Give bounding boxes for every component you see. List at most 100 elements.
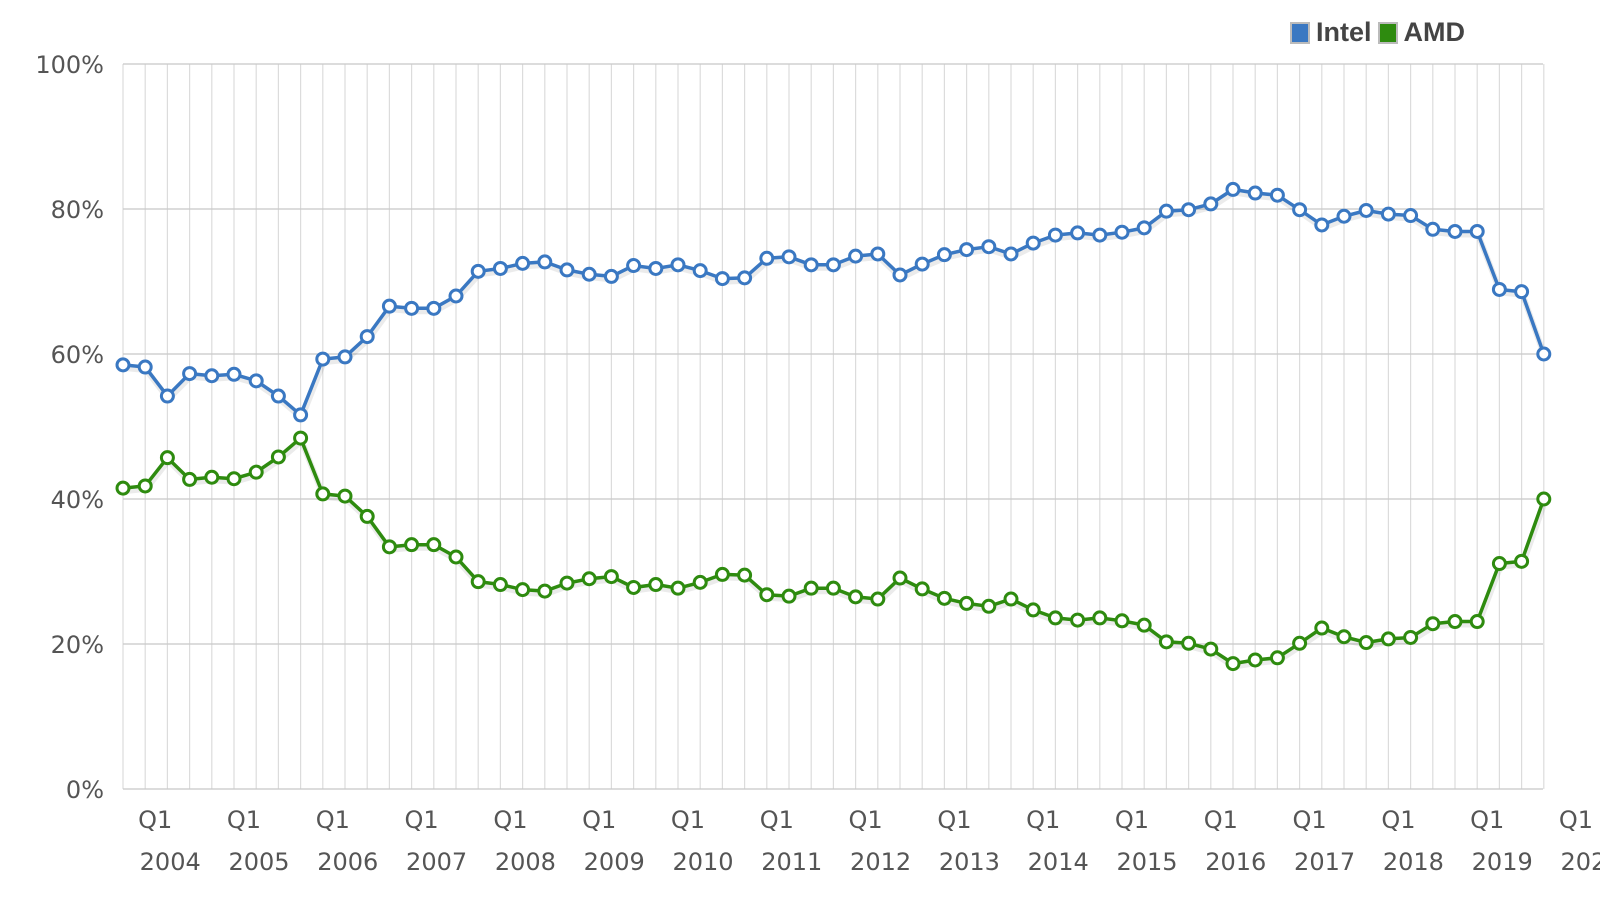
data-point-amd[interactable] bbox=[426, 537, 442, 553]
data-point-intel[interactable] bbox=[1447, 223, 1463, 239]
data-point-intel[interactable] bbox=[914, 256, 930, 272]
data-point-amd[interactable] bbox=[248, 464, 264, 480]
data-point-intel[interactable] bbox=[1403, 208, 1419, 224]
data-point-amd[interactable] bbox=[914, 581, 930, 597]
data-point-intel[interactable] bbox=[1025, 235, 1041, 251]
data-point-amd[interactable] bbox=[1314, 620, 1330, 636]
data-point-amd[interactable] bbox=[848, 589, 864, 605]
data-point-amd[interactable] bbox=[1292, 635, 1308, 651]
data-point-amd[interactable] bbox=[714, 566, 730, 582]
data-point-intel[interactable] bbox=[714, 271, 730, 287]
data-point-amd[interactable] bbox=[1070, 612, 1086, 628]
data-point-amd[interactable] bbox=[892, 570, 908, 586]
data-point-intel[interactable] bbox=[1292, 202, 1308, 218]
data-point-amd[interactable] bbox=[1403, 629, 1419, 645]
data-point-amd[interactable] bbox=[115, 480, 131, 496]
data-point-amd[interactable] bbox=[1491, 556, 1507, 572]
data-point-intel[interactable] bbox=[1491, 281, 1507, 297]
data-point-amd[interactable] bbox=[781, 588, 797, 604]
data-point-amd[interactable] bbox=[670, 580, 686, 596]
data-point-amd[interactable] bbox=[1003, 591, 1019, 607]
data-point-intel[interactable] bbox=[404, 300, 420, 316]
data-point-intel[interactable] bbox=[1070, 225, 1086, 241]
data-point-intel[interactable] bbox=[1380, 206, 1396, 222]
data-point-intel[interactable] bbox=[492, 260, 508, 276]
data-point-intel[interactable] bbox=[1181, 202, 1197, 218]
data-point-intel[interactable] bbox=[137, 359, 153, 375]
data-point-intel[interactable] bbox=[1203, 196, 1219, 212]
data-point-intel[interactable] bbox=[892, 267, 908, 283]
data-point-intel[interactable] bbox=[337, 349, 353, 365]
data-point-amd[interactable] bbox=[1358, 635, 1374, 651]
data-point-amd[interactable] bbox=[870, 591, 886, 607]
data-point-amd[interactable] bbox=[1136, 617, 1152, 633]
data-point-intel[interactable] bbox=[381, 298, 397, 314]
data-point-amd[interactable] bbox=[226, 471, 242, 487]
data-point-amd[interactable] bbox=[1025, 602, 1041, 618]
data-point-intel[interactable] bbox=[226, 366, 242, 382]
data-point-intel[interactable] bbox=[426, 300, 442, 316]
data-point-intel[interactable] bbox=[293, 407, 309, 423]
data-point-intel[interactable] bbox=[581, 266, 597, 282]
data-point-amd[interactable] bbox=[559, 575, 575, 591]
data-point-amd[interactable] bbox=[603, 569, 619, 585]
data-point-amd[interactable] bbox=[692, 574, 708, 590]
data-point-amd[interactable] bbox=[981, 598, 997, 614]
data-point-amd[interactable] bbox=[1092, 610, 1108, 626]
data-point-intel[interactable] bbox=[1047, 227, 1063, 243]
data-point-intel[interactable] bbox=[825, 257, 841, 273]
data-point-intel[interactable] bbox=[182, 366, 198, 382]
data-point-amd[interactable] bbox=[1447, 614, 1463, 630]
data-point-amd[interactable] bbox=[1269, 650, 1285, 666]
data-point-amd[interactable] bbox=[159, 450, 175, 466]
data-point-amd[interactable] bbox=[737, 567, 753, 583]
data-point-intel[interactable] bbox=[737, 270, 753, 286]
data-point-amd[interactable] bbox=[270, 449, 286, 465]
data-point-intel[interactable] bbox=[1158, 203, 1174, 219]
data-point-amd[interactable] bbox=[1514, 553, 1530, 569]
data-point-amd[interactable] bbox=[959, 595, 975, 611]
data-point-intel[interactable] bbox=[1469, 223, 1485, 239]
data-point-intel[interactable] bbox=[448, 288, 464, 304]
data-point-intel[interactable] bbox=[1536, 346, 1552, 362]
data-point-amd[interactable] bbox=[626, 579, 642, 595]
data-point-intel[interactable] bbox=[315, 351, 331, 367]
data-point-amd[interactable] bbox=[648, 577, 664, 593]
data-point-amd[interactable] bbox=[381, 539, 397, 555]
data-point-amd[interactable] bbox=[1536, 491, 1552, 507]
data-point-intel[interactable] bbox=[1003, 246, 1019, 262]
data-point-amd[interactable] bbox=[936, 590, 952, 606]
data-point-intel[interactable] bbox=[1114, 224, 1130, 240]
data-point-intel[interactable] bbox=[670, 257, 686, 273]
data-point-intel[interactable] bbox=[959, 242, 975, 258]
data-point-amd[interactable] bbox=[492, 577, 508, 593]
data-point-intel[interactable] bbox=[1247, 185, 1263, 201]
data-point-amd[interactable] bbox=[759, 587, 775, 603]
data-point-intel[interactable] bbox=[936, 247, 952, 263]
data-point-intel[interactable] bbox=[1358, 202, 1374, 218]
data-point-intel[interactable] bbox=[204, 368, 220, 384]
data-point-intel[interactable] bbox=[515, 255, 531, 271]
data-point-intel[interactable] bbox=[1336, 208, 1352, 224]
data-point-intel[interactable] bbox=[559, 262, 575, 278]
data-point-intel[interactable] bbox=[870, 246, 886, 262]
data-point-amd[interactable] bbox=[1158, 634, 1174, 650]
data-point-intel[interactable] bbox=[537, 254, 553, 270]
data-point-intel[interactable] bbox=[159, 388, 175, 404]
data-point-intel[interactable] bbox=[470, 263, 486, 279]
data-point-intel[interactable] bbox=[270, 388, 286, 404]
data-point-amd[interactable] bbox=[337, 488, 353, 504]
data-point-intel[interactable] bbox=[981, 239, 997, 255]
data-point-amd[interactable] bbox=[1181, 635, 1197, 651]
data-point-amd[interactable] bbox=[1247, 652, 1263, 668]
data-point-amd[interactable] bbox=[359, 508, 375, 524]
data-point-amd[interactable] bbox=[204, 469, 220, 485]
data-point-amd[interactable] bbox=[182, 471, 198, 487]
data-point-intel[interactable] bbox=[1092, 227, 1108, 243]
data-point-intel[interactable] bbox=[115, 357, 131, 373]
data-point-intel[interactable] bbox=[648, 260, 664, 276]
data-point-amd[interactable] bbox=[315, 486, 331, 502]
data-point-amd[interactable] bbox=[537, 583, 553, 599]
data-point-amd[interactable] bbox=[404, 537, 420, 553]
data-point-amd[interactable] bbox=[803, 580, 819, 596]
